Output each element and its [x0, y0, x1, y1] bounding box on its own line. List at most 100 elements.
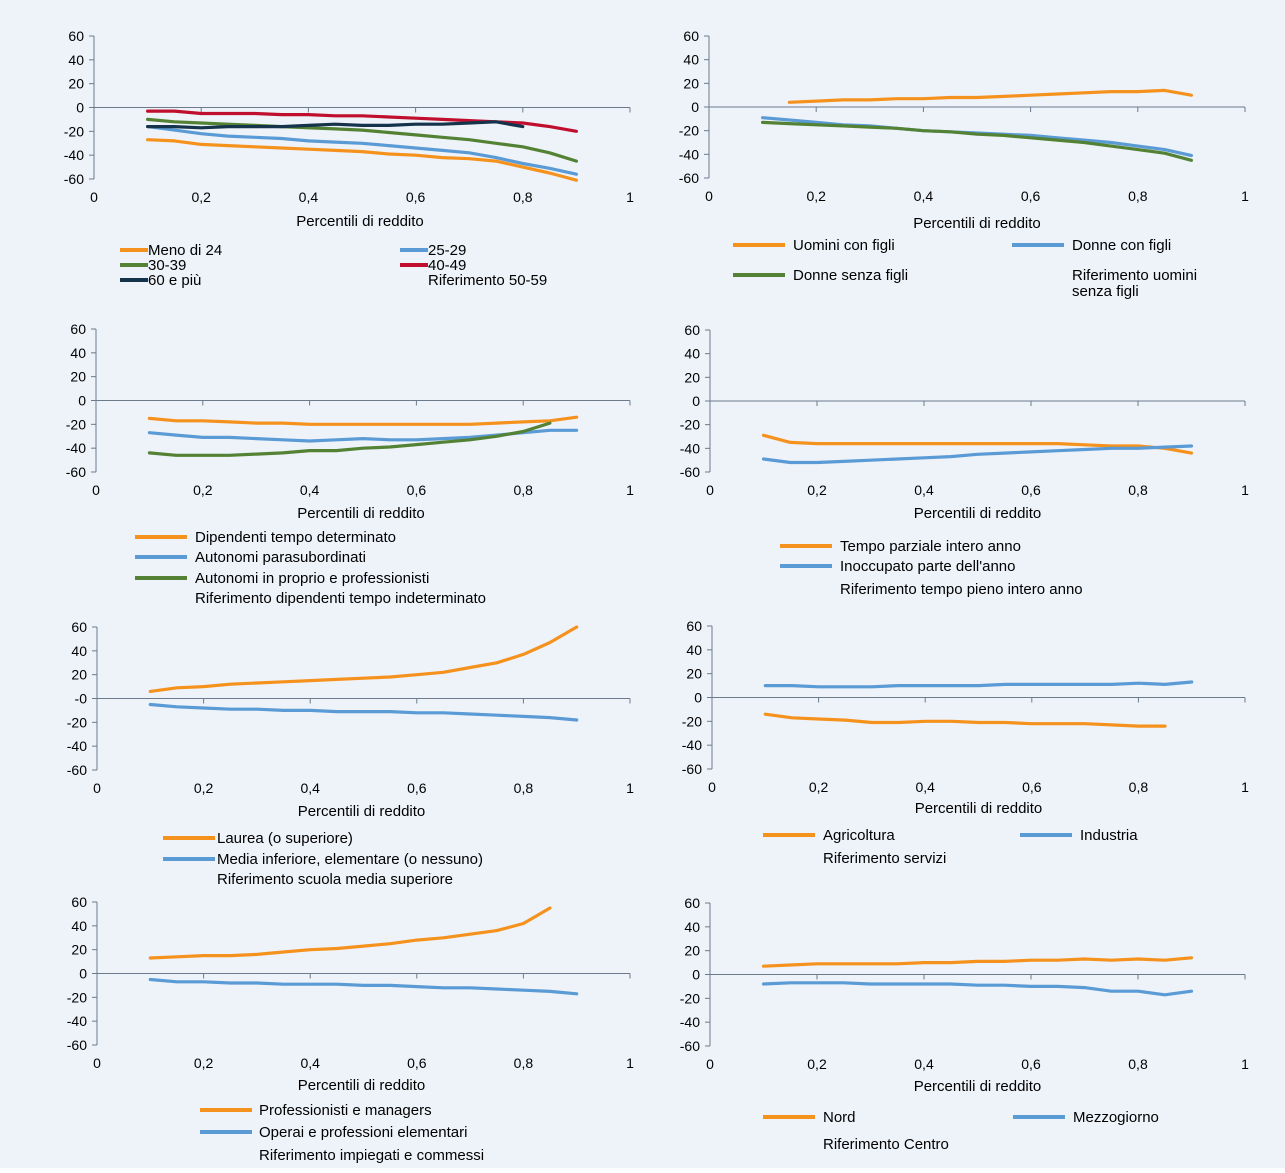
x-tick-label: 1	[1241, 188, 1249, 204]
series-line-blue	[761, 981, 1194, 997]
legend-label: Autonomi in proprio e professionisti	[195, 570, 429, 587]
y-tick-label: -40	[679, 146, 699, 162]
x-tick-label: 1	[626, 1055, 634, 1071]
x-tick-label: 0,4	[914, 482, 934, 498]
y-tick-label: 20	[686, 666, 702, 682]
y-tick-label: 20	[68, 76, 84, 92]
series-line-orange	[147, 415, 579, 426]
x-tick-label: 1	[626, 189, 634, 205]
y-tick-label: 20	[70, 369, 86, 385]
series-line-blue	[148, 702, 579, 722]
y-tick-label: 0	[692, 967, 700, 983]
y-tick-label: -60	[682, 761, 702, 777]
y-tick-label: -60	[680, 1038, 700, 1054]
y-tick-label: 0	[691, 99, 699, 115]
x-axis-label: Percentili di reddito	[296, 213, 424, 230]
legend-label: Donne senza figli	[793, 267, 908, 284]
x-axis-label: Percentili di reddito	[914, 1078, 1042, 1095]
legend-label: Riferimento tempo pieno intero anno	[840, 581, 1083, 598]
x-tick-label: 0,6	[406, 189, 426, 205]
y-tick-label: 20	[71, 667, 87, 683]
x-axis-label: Percentili di reddito	[298, 1077, 426, 1094]
y-tick-label: -60	[66, 464, 86, 480]
x-tick-label: 0,4	[300, 780, 320, 796]
legend-label: Tempo parziale intero anno	[840, 538, 1021, 555]
x-tick-label: 1	[1241, 482, 1249, 498]
legend-label: Meno di 24	[148, 242, 222, 259]
x-tick-label: 0,6	[1021, 1056, 1041, 1072]
series-line-blue	[760, 116, 1194, 158]
y-tick-label: 60	[683, 28, 699, 44]
x-tick-label: 1	[1241, 779, 1249, 795]
y-tick-label: -20	[67, 714, 87, 730]
y-tick-label: 40	[70, 345, 86, 361]
legend-label: Professionisti e managers	[259, 1102, 432, 1119]
legend-label: Riferimento dipendenti tempo indetermina…	[195, 590, 486, 607]
x-tick-label: 0,2	[191, 189, 211, 205]
y-tick-label: -20	[680, 417, 700, 433]
x-axis-label: Percentili di reddito	[915, 800, 1043, 817]
legend-label: Laurea (o superiore)	[217, 830, 353, 847]
y-tick-label: -60	[679, 170, 699, 186]
legend-label: Riferimento servizi	[823, 850, 946, 867]
x-tick-label: 0,4	[914, 1056, 934, 1072]
legend-label: Operai e professioni elementari	[259, 1124, 467, 1141]
y-tick-label: -40	[67, 738, 87, 754]
x-tick-label: 0	[706, 482, 714, 498]
series-line-orange	[148, 906, 552, 960]
series-line-blue	[148, 977, 579, 996]
legend-label: Nord	[823, 1109, 856, 1126]
series-line-blue	[763, 680, 1194, 689]
y-tick-label: 60	[71, 619, 87, 635]
x-axis-label: Percentili di reddito	[914, 505, 1042, 522]
legend-label: Uomini con figli	[793, 237, 895, 254]
series-line-green	[147, 421, 552, 457]
y-tick-label: 40	[71, 643, 87, 659]
x-tick-label: 0,8	[513, 189, 533, 205]
x-tick-label: 0	[706, 1056, 714, 1072]
legend-label: Media inferiore, elementare (o nessuno)	[217, 851, 483, 868]
y-tick-label: -40	[682, 737, 702, 753]
legend-label: 60 e più	[148, 272, 201, 289]
y-tick-label: 60	[686, 618, 702, 634]
x-tick-label: 0,4	[299, 189, 319, 205]
legend-label: 30-39	[148, 257, 186, 274]
x-tick-label: 0,6	[1022, 779, 1042, 795]
y-tick-label: 40	[686, 642, 702, 658]
x-tick-label: 0,4	[914, 188, 934, 204]
legend-label: Riferimento impiegati e commessi	[259, 1147, 484, 1164]
x-tick-label: 0,4	[300, 482, 320, 498]
series-line-orange	[761, 956, 1194, 968]
legend-label: Autonomi parasubordinati	[195, 549, 366, 566]
x-tick-label: 0,2	[194, 780, 214, 796]
x-tick-label: 0	[93, 1055, 101, 1071]
x-tick-label: 0,8	[514, 780, 534, 796]
y-tick-label: 40	[684, 346, 700, 362]
legend-label-cont: senza figli	[1072, 283, 1139, 300]
legend-label: Inoccupato parte dell'anno	[840, 558, 1016, 575]
y-tick-label: 20	[684, 369, 700, 385]
y-tick-label: 20	[71, 942, 87, 958]
x-tick-label: 1	[626, 780, 634, 796]
y-tick-label: -20	[64, 123, 84, 139]
x-tick-label: 0,6	[407, 1055, 427, 1071]
y-tick-label: -60	[67, 1037, 87, 1053]
legend-label: Riferimento scuola media superiore	[217, 871, 453, 888]
y-tick-label: 20	[684, 943, 700, 959]
x-axis-label: Percentili di reddito	[913, 215, 1041, 232]
series-line-orange	[761, 433, 1194, 455]
y-tick-label: -60	[680, 464, 700, 480]
x-tick-label: 0,2	[807, 1056, 827, 1072]
series-line-navy	[146, 120, 525, 130]
y-tick-label: 0	[76, 100, 84, 116]
y-tick-label: 20	[683, 75, 699, 91]
x-tick-label: 0,2	[806, 188, 826, 204]
y-tick-label: 0	[79, 966, 87, 982]
x-tick-label: 0,4	[915, 779, 935, 795]
x-tick-label: 0,6	[407, 482, 427, 498]
x-tick-label: 0	[93, 780, 101, 796]
y-tick-label: 40	[68, 52, 84, 68]
x-tick-label: 0,2	[193, 482, 213, 498]
y-tick-label: 60	[68, 28, 84, 44]
y-tick-label: -40	[680, 440, 700, 456]
